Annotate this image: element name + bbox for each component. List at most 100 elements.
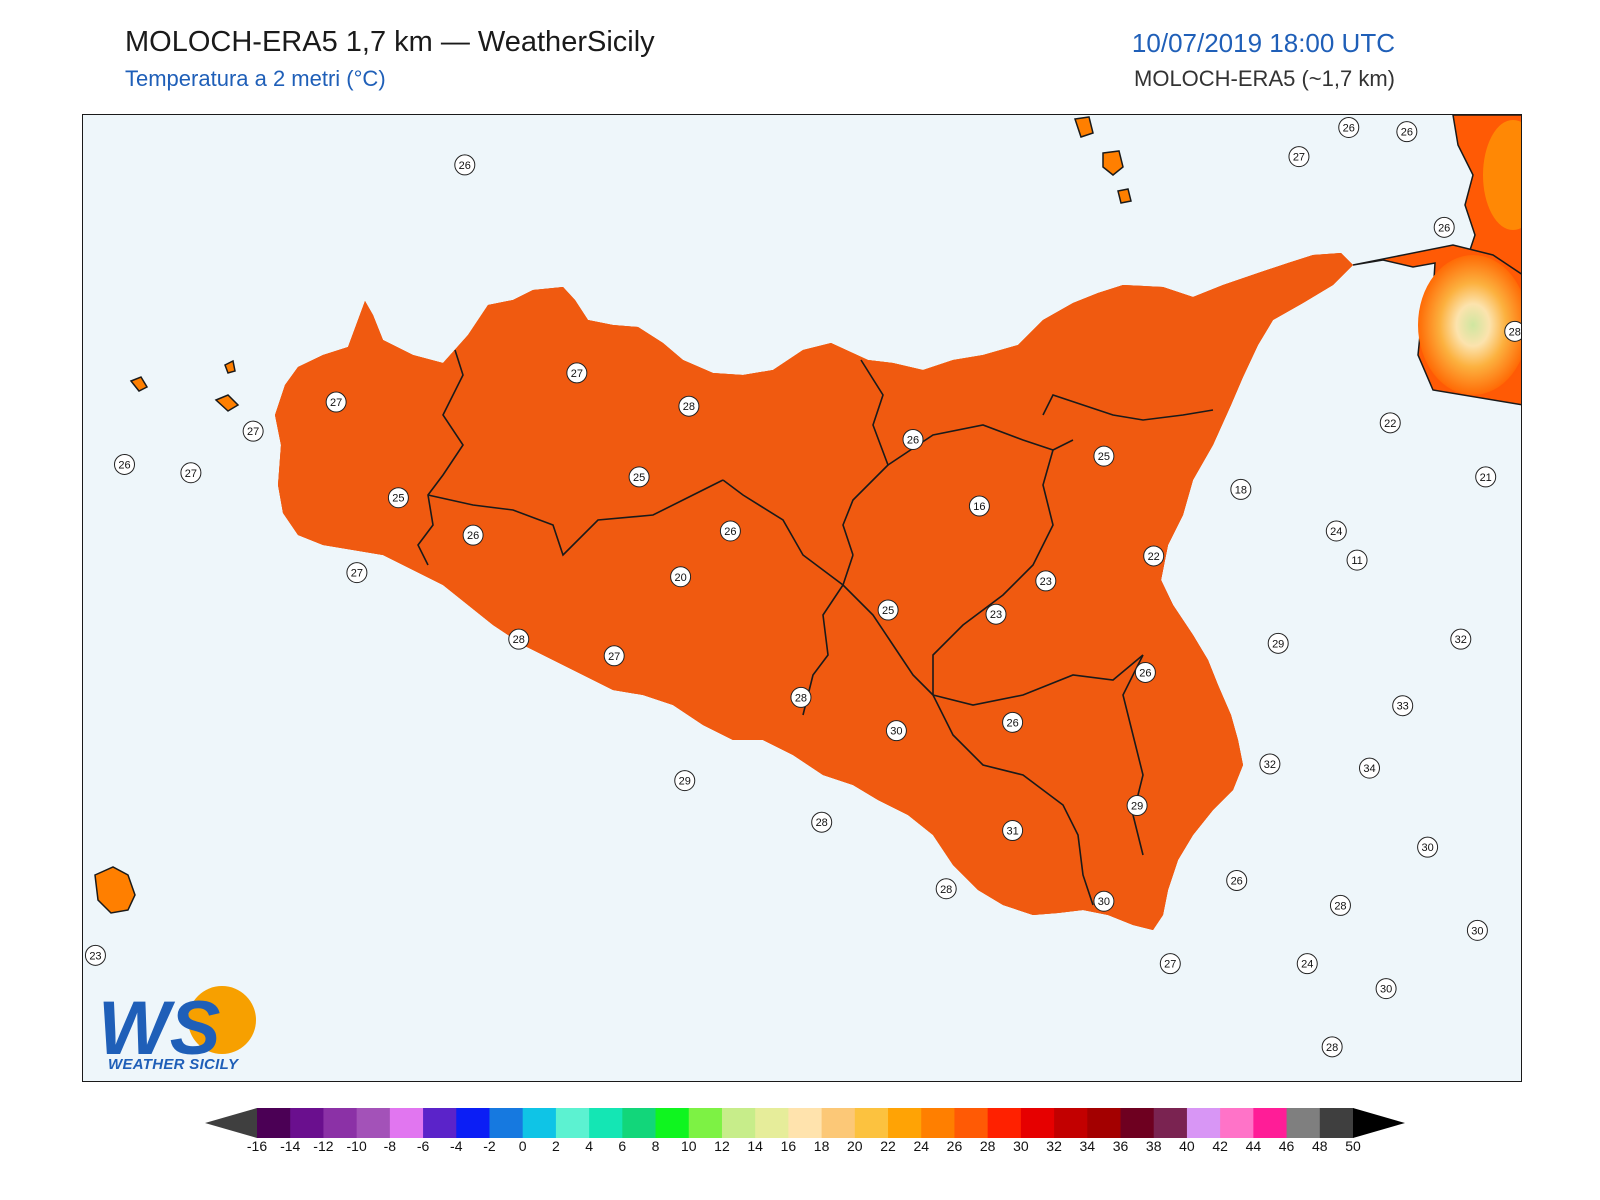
station-value: 28: [1334, 900, 1346, 912]
station-marker[interactable]: 22: [1379, 412, 1401, 434]
station-value: 25: [1098, 451, 1110, 463]
station-marker[interactable]: 26: [1433, 216, 1455, 238]
station-marker[interactable]: 26: [1226, 869, 1248, 891]
station-marker[interactable]: 26: [1396, 121, 1418, 143]
station-marker[interactable]: 26: [462, 524, 484, 546]
station-marker[interactable]: 21: [1475, 466, 1497, 488]
station-marker[interactable]: 28: [1329, 894, 1351, 916]
station-marker[interactable]: 27: [566, 362, 588, 384]
station-value: 18: [1235, 484, 1247, 496]
station-marker[interactable]: 25: [387, 487, 409, 509]
station-marker[interactable]: 26: [1002, 711, 1024, 733]
station-value: 30: [1098, 896, 1110, 908]
station-marker[interactable]: 25: [1093, 445, 1115, 467]
station-marker[interactable]: 29: [1267, 632, 1289, 654]
station-marker[interactable]: 23: [84, 944, 106, 966]
station-marker[interactable]: 26: [454, 154, 476, 176]
station-marker[interactable]: 11: [1346, 549, 1368, 571]
colorbar-segment: [1286, 1108, 1321, 1138]
station-marker[interactable]: 28: [811, 811, 833, 833]
station-marker[interactable]: 27: [603, 645, 625, 667]
station-value: 28: [1326, 1042, 1338, 1054]
station-marker[interactable]: 27: [346, 562, 368, 584]
station-value: 33: [1397, 701, 1409, 713]
station-marker[interactable]: 28: [790, 686, 812, 708]
station-marker[interactable]: 28: [935, 878, 957, 900]
station-marker[interactable]: 27: [180, 462, 202, 484]
station-marker[interactable]: 30: [885, 720, 907, 742]
station-value: 28: [816, 817, 828, 829]
station-marker[interactable]: 28: [508, 628, 530, 650]
station-value: 26: [1343, 122, 1355, 134]
station-marker[interactable]: 30: [1375, 978, 1397, 1000]
temperature-map[interactable]: 27 26 27 27 27 26 25 26 27 28 27 25 28 26 26 20 16 25 25 23…: [82, 114, 1522, 1082]
station-marker[interactable]: 32: [1450, 628, 1472, 650]
border-messina-catania: [1042, 394, 1214, 421]
station-marker[interactable]: 30: [1093, 890, 1115, 912]
colorbar-under-arrow: [205, 1108, 257, 1138]
station-value: 28: [513, 634, 525, 646]
station-marker[interactable]: 33: [1392, 695, 1414, 717]
station-marker[interactable]: 27: [242, 420, 264, 442]
colorbar-tick-label: -2: [483, 1138, 496, 1154]
station-marker[interactable]: 28: [1504, 320, 1522, 342]
logo-letters: WS: [98, 986, 220, 1071]
station-marker[interactable]: 23: [1035, 570, 1057, 592]
station-marker[interactable]: 29: [674, 770, 696, 792]
station-marker[interactable]: 16: [968, 495, 990, 517]
weathersicily-logo: WS: [98, 986, 256, 1071]
station-marker[interactable]: 30: [1417, 836, 1439, 858]
station-marker[interactable]: 23: [985, 603, 1007, 625]
province-borders: [417, 349, 1214, 906]
station-value: 26: [1139, 667, 1151, 679]
station-marker[interactable]: 18: [1230, 478, 1252, 500]
border-enna-messina: [887, 424, 1074, 466]
station-value: 26: [467, 530, 479, 542]
station-marker[interactable]: 27: [1288, 146, 1310, 168]
station-value: 26: [1006, 717, 1018, 729]
station-marker[interactable]: 26: [902, 428, 924, 450]
station-value: 23: [990, 609, 1002, 621]
colorbar-tick-label: 30: [1013, 1138, 1029, 1154]
station-marker[interactable]: 32: [1259, 753, 1281, 775]
station-marker[interactable]: 28: [1321, 1036, 1343, 1058]
colorbar-segment: [456, 1108, 490, 1138]
station-marker[interactable]: 34: [1359, 757, 1380, 779]
station-marker[interactable]: 25: [628, 466, 650, 488]
station-marker[interactable]: 24: [1325, 520, 1347, 542]
colorbar-tick-label: -4: [450, 1138, 463, 1154]
colorbar-segment: [290, 1108, 324, 1138]
station-marker[interactable]: 24: [1296, 953, 1318, 975]
station-marker[interactable]: 26: [719, 520, 741, 542]
station-marker[interactable]: 27: [1159, 953, 1181, 975]
station-marker[interactable]: 27: [325, 391, 347, 413]
colorbar-segment: [1186, 1108, 1221, 1138]
station-value: 26: [907, 434, 919, 446]
colorbar-segment: [655, 1108, 690, 1138]
station-marker[interactable]: 25: [877, 599, 899, 621]
station-marker[interactable]: 20: [670, 566, 692, 588]
colorbar-tick-label: 22: [880, 1138, 896, 1154]
station-marker[interactable]: 29: [1126, 795, 1148, 817]
colorbar-tick-label: 12: [714, 1138, 730, 1154]
station-value: 27: [185, 468, 197, 480]
station-value: 22: [1384, 418, 1396, 430]
border-ragusa-catania: [932, 654, 1144, 706]
station-marker[interactable]: 26: [114, 453, 135, 475]
colorbar-tick-label: -16: [246, 1138, 268, 1154]
station-marker[interactable]: 28: [678, 395, 700, 417]
station-marker[interactable]: 26: [1134, 661, 1156, 683]
station-marker[interactable]: 26: [1338, 116, 1360, 138]
colorbar-tick-label: -6: [416, 1138, 430, 1154]
station-marker[interactable]: 31: [1002, 820, 1024, 842]
station-value: 32: [1264, 759, 1276, 771]
station-marker[interactable]: 22: [1143, 545, 1165, 567]
station-value: 25: [882, 605, 894, 617]
station-marker[interactable]: 30: [1466, 919, 1488, 941]
colorbar-segment: [1087, 1108, 1122, 1138]
colorbar-segment: [1020, 1108, 1055, 1138]
station-value: 32: [1455, 634, 1467, 646]
colorbar-segment: [622, 1108, 657, 1138]
station-value: 30: [1380, 984, 1392, 996]
logo-caption: WEATHER SICILY: [108, 1056, 239, 1073]
